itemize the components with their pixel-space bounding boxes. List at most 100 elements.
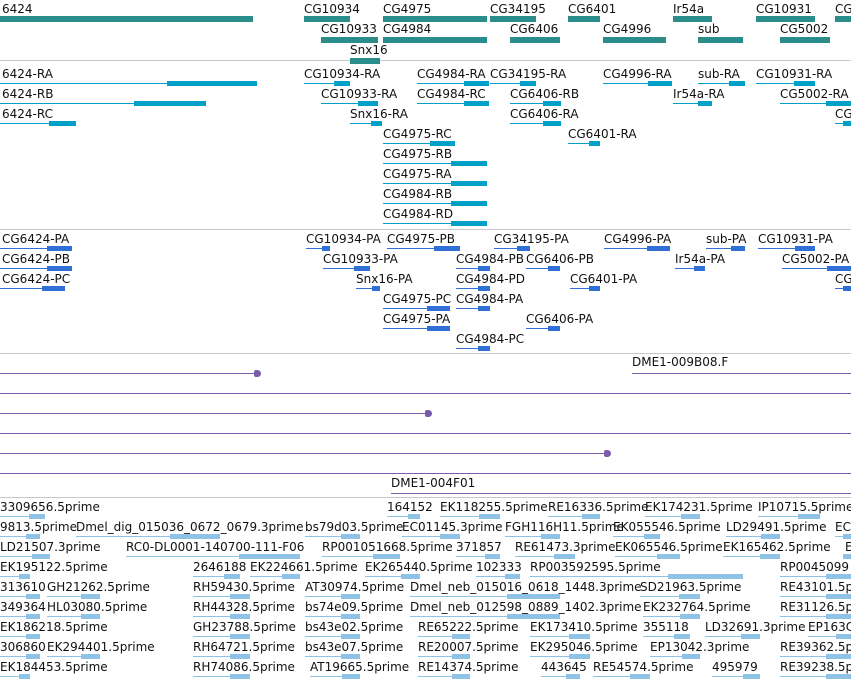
est-feature[interactable] <box>126 556 300 557</box>
mrna-feature[interactable] <box>417 103 489 104</box>
clone-feature[interactable] <box>391 493 851 494</box>
mrna-feature[interactable] <box>383 223 487 224</box>
est-feature[interactable] <box>530 656 590 657</box>
est-feature[interactable] <box>305 616 360 617</box>
protein-feature[interactable] <box>570 288 600 289</box>
protein-feature[interactable] <box>456 288 490 289</box>
est-feature[interactable] <box>0 516 45 517</box>
est-feature[interactable] <box>193 656 250 657</box>
protein-feature[interactable] <box>306 248 330 249</box>
est-feature[interactable] <box>505 536 560 537</box>
clone-feature[interactable] <box>0 453 611 454</box>
est-feature[interactable] <box>530 636 590 637</box>
mrna-feature[interactable] <box>603 83 672 84</box>
mrna-feature[interactable] <box>490 83 536 84</box>
est-feature[interactable] <box>305 536 360 537</box>
est-feature[interactable] <box>305 656 360 657</box>
est-feature[interactable] <box>615 556 680 557</box>
protein-feature[interactable] <box>758 248 815 249</box>
gene-feature[interactable] <box>304 16 350 22</box>
est-feature[interactable] <box>808 636 851 637</box>
est-feature[interactable] <box>456 556 500 557</box>
gene-feature[interactable] <box>603 37 666 43</box>
mrna-feature[interactable] <box>383 183 487 184</box>
protein-feature[interactable] <box>456 268 490 269</box>
est-feature[interactable] <box>640 596 700 597</box>
protein-feature[interactable] <box>456 308 490 309</box>
est-feature[interactable] <box>0 536 40 537</box>
est-feature[interactable] <box>726 536 780 537</box>
est-feature[interactable] <box>47 656 100 657</box>
est-feature[interactable] <box>76 536 220 537</box>
clone-feature[interactable] <box>0 473 851 474</box>
est-feature[interactable] <box>0 576 30 577</box>
est-feature[interactable] <box>650 656 700 657</box>
est-feature[interactable] <box>613 536 660 537</box>
gene-feature[interactable] <box>835 16 851 22</box>
mrna-feature[interactable] <box>756 83 815 84</box>
protein-feature[interactable] <box>356 288 380 289</box>
est-feature[interactable] <box>0 676 30 677</box>
protein-feature[interactable] <box>526 328 560 329</box>
gene-feature[interactable] <box>510 37 560 43</box>
est-feature[interactable] <box>402 536 460 537</box>
est-feature[interactable] <box>310 676 360 677</box>
est-feature[interactable] <box>645 516 700 517</box>
gene-feature[interactable] <box>673 16 712 22</box>
est-feature[interactable] <box>0 596 40 597</box>
est-feature[interactable] <box>780 616 851 617</box>
est-feature[interactable] <box>193 636 250 637</box>
est-feature[interactable] <box>418 656 470 657</box>
est-feature[interactable] <box>322 556 400 557</box>
est-feature[interactable] <box>758 516 820 517</box>
mrna-feature[interactable] <box>0 123 76 124</box>
est-feature[interactable] <box>723 556 780 557</box>
mrna-feature[interactable] <box>383 203 487 204</box>
mrna-feature[interactable] <box>0 83 257 84</box>
protein-feature[interactable] <box>494 248 530 249</box>
mrna-feature[interactable] <box>0 103 206 104</box>
est-feature[interactable] <box>47 596 100 597</box>
gene-feature[interactable] <box>568 16 600 22</box>
est-feature[interactable] <box>780 676 851 677</box>
protein-feature[interactable] <box>387 248 460 249</box>
est-feature[interactable] <box>440 516 500 517</box>
est-feature[interactable] <box>193 616 250 617</box>
protein-feature[interactable] <box>0 268 72 269</box>
est-feature[interactable] <box>410 596 560 597</box>
est-feature[interactable] <box>515 556 575 557</box>
est-feature[interactable] <box>193 676 250 677</box>
est-feature[interactable] <box>643 636 690 637</box>
est-feature[interactable] <box>410 616 560 617</box>
est-feature[interactable] <box>193 576 240 577</box>
est-feature[interactable] <box>643 616 700 617</box>
est-feature[interactable] <box>780 656 851 657</box>
mrna-feature[interactable] <box>568 143 600 144</box>
est-feature[interactable] <box>780 576 851 577</box>
est-feature[interactable] <box>712 676 760 677</box>
gene-feature[interactable] <box>321 37 378 43</box>
mrna-feature[interactable] <box>304 83 350 84</box>
mrna-feature[interactable] <box>510 103 561 104</box>
mrna-feature[interactable] <box>780 103 851 104</box>
clone-feature[interactable] <box>0 413 432 414</box>
gene-feature[interactable] <box>0 16 253 22</box>
est-feature[interactable] <box>476 576 520 577</box>
gene-feature[interactable] <box>350 58 380 64</box>
mrna-feature[interactable] <box>321 103 378 104</box>
est-feature[interactable] <box>250 576 300 577</box>
mrna-feature[interactable] <box>383 163 487 164</box>
est-feature[interactable] <box>0 636 40 637</box>
gene-feature[interactable] <box>780 37 830 43</box>
est-feature[interactable] <box>305 596 360 597</box>
gene-feature[interactable] <box>756 16 815 22</box>
clone-feature[interactable] <box>632 373 851 374</box>
protein-feature[interactable] <box>675 268 705 269</box>
protein-feature[interactable] <box>706 248 745 249</box>
est-feature[interactable] <box>0 656 40 657</box>
protein-feature[interactable] <box>0 248 72 249</box>
protein-feature[interactable] <box>383 308 450 309</box>
est-feature[interactable] <box>0 616 40 617</box>
clone-feature[interactable] <box>0 373 261 374</box>
est-feature[interactable] <box>593 676 650 677</box>
